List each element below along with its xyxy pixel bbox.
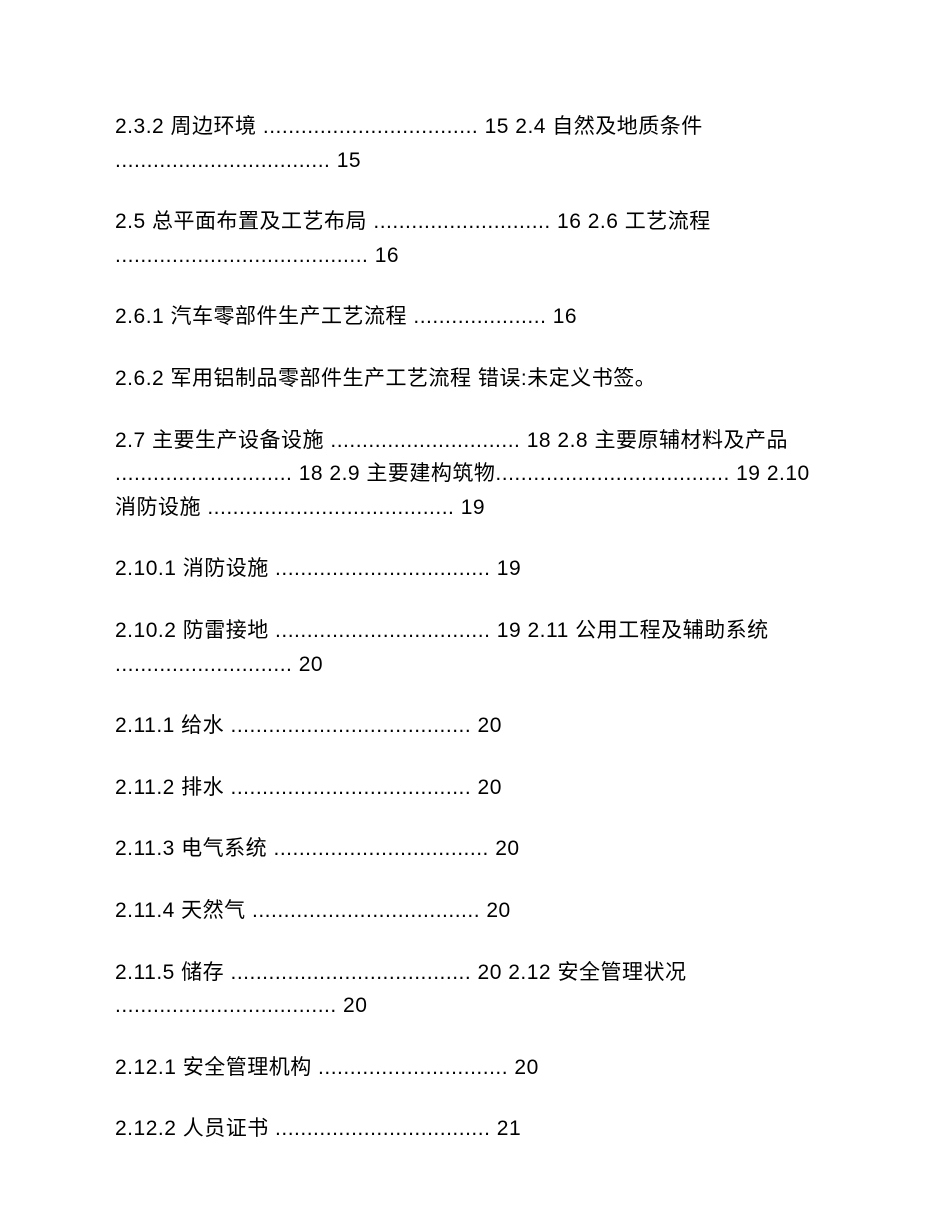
toc-entry: 2.6.2 军用铝制品零部件生产工艺流程 错误:未定义书签。 <box>115 362 835 396</box>
toc-entry: 2.12.2 人员证书 ............................… <box>115 1112 835 1146</box>
toc-entry: 2.7 主要生产设备设施 ...........................… <box>115 424 835 525</box>
toc-entry: 2.10.2 防雷接地 ............................… <box>115 614 835 681</box>
toc-entry: 2.11.1 给水 ..............................… <box>115 709 835 743</box>
toc-entry: 2.12.1 安全管理机构 ..........................… <box>115 1051 835 1085</box>
toc-entry: 2.5 总平面布置及工艺布局 .........................… <box>115 205 835 272</box>
toc-entry: 2.11.3 电气系统 ............................… <box>115 832 835 866</box>
toc-entry: 2.11.2 排水 ..............................… <box>115 771 835 805</box>
toc-entry: 2.11.4 天然气 .............................… <box>115 894 835 928</box>
table-of-contents: 2.3.2 周边环境 .............................… <box>115 110 835 1146</box>
toc-entry: 2.11.5 储存 ..............................… <box>115 956 835 1023</box>
toc-entry: 2.3.2 周边环境 .............................… <box>115 110 835 177</box>
toc-entry: 2.6.1 汽车零部件生产工艺流程 ..................... … <box>115 300 835 334</box>
toc-entry: 2.10.1 消防设施 ............................… <box>115 552 835 586</box>
